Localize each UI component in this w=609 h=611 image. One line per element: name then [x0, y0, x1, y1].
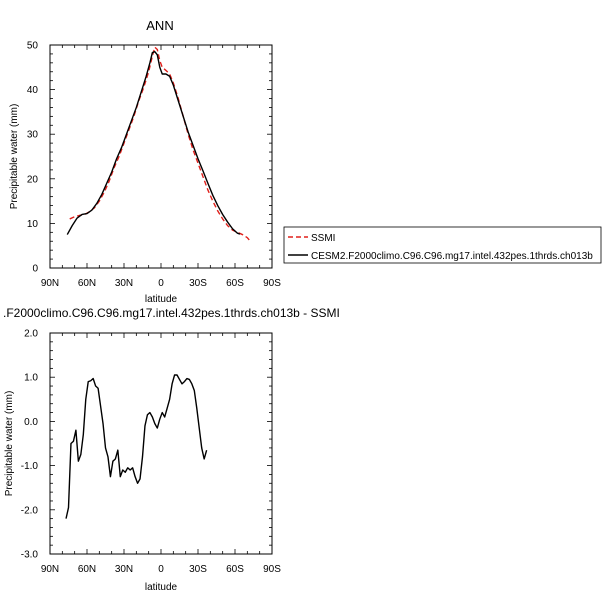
- bottom-series-line-0: [65, 374, 208, 519]
- bottom-xtick-label: 30S: [189, 564, 207, 575]
- top-chart-panel: ANN 90N 60N 30N 0 30S 60S 90S 0 10 20 30 40 50 lati…: [9, 18, 281, 305]
- bottom-chart-panel: .F2000climo.C96.C96.mg17.intel.432pes.1t…: [3, 306, 340, 593]
- bottom-ytick-label: -1.0: [21, 461, 39, 472]
- bottom-xtick-label: 60N: [78, 564, 96, 575]
- top-series-line-1: [66, 50, 241, 235]
- top-chart-plot-frame: [49, 44, 273, 269]
- top-chart-ylabel: Precipitable water (mm): [9, 104, 20, 210]
- top-ytick-label: 10: [27, 219, 39, 230]
- top-xtick-label: 30N: [115, 278, 133, 289]
- top-xtick-label: 90S: [263, 278, 281, 289]
- bottom-ytick-label: -3.0: [21, 550, 39, 561]
- legend-model-label: CESM2.F2000climo.C96.C96.mg17.intel.432p…: [311, 251, 593, 262]
- bottom-ytick-label: -2.0: [21, 505, 39, 516]
- bottom-xtick-label: 0: [158, 564, 164, 575]
- bottom-ytick-label: 0.0: [24, 417, 38, 428]
- top-chart-xlabel: latitude: [145, 294, 178, 305]
- bottom-chart-ylabel: Precipitable water (mm): [4, 391, 15, 497]
- top-series-line-0: [69, 46, 252, 243]
- top-ytick-label: 20: [27, 174, 39, 185]
- top-chart-title: ANN: [146, 18, 173, 33]
- legend-box: [283, 226, 602, 264]
- legend-ssmi-label: SSMI: [311, 233, 335, 244]
- bottom-chart-title: .F2000climo.C96.C96.mg17.intel.432pes.1t…: [3, 306, 340, 320]
- top-xtick-label: 60N: [78, 278, 96, 289]
- bottom-ytick-label: 2.0: [24, 329, 38, 340]
- top-xtick-label: 90N: [41, 278, 59, 289]
- bottom-chart-xlabel: latitude: [145, 582, 178, 593]
- bottom-chart-plot-frame: [49, 332, 273, 555]
- top-xtick-label: 60S: [226, 278, 244, 289]
- bottom-xtick-label: 90S: [263, 564, 281, 575]
- top-ytick-label: 0: [32, 264, 38, 275]
- bottom-xtick-label: 90N: [41, 564, 59, 575]
- top-xtick-label: 0: [158, 278, 164, 289]
- bottom-ytick-label: 1.0: [24, 373, 38, 384]
- top-ytick-label: 30: [27, 130, 39, 141]
- top-xtick-label: 30S: [189, 278, 207, 289]
- bottom-xtick-label: 30N: [115, 564, 133, 575]
- top-ytick-label: 40: [27, 85, 39, 96]
- bottom-xtick-label: 60S: [226, 564, 244, 575]
- top-ytick-label: 50: [27, 41, 39, 52]
- legend: SSMI CESM2.F2000climo.C96.C96.mg17.intel…: [283, 226, 602, 264]
